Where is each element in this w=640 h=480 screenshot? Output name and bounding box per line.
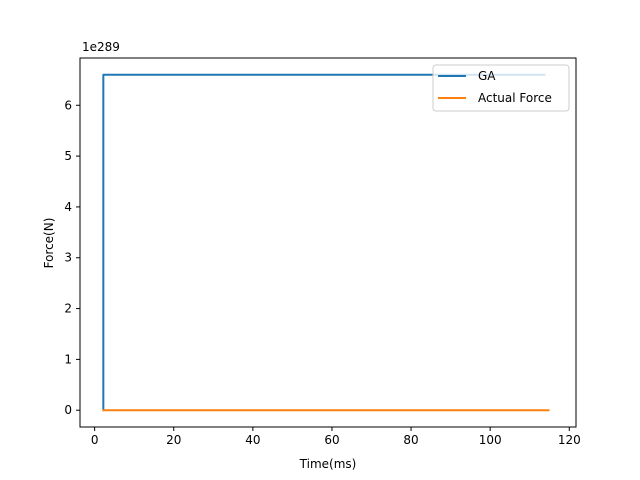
y-tick-label: 6	[64, 98, 72, 112]
x-tick-label: 0	[91, 433, 99, 447]
y-scale-label: 1e289	[82, 40, 120, 54]
x-tick-label: 40	[245, 433, 260, 447]
y-tick-label: 1	[64, 352, 72, 366]
plot-frame	[79, 57, 577, 428]
x-axis-label: Time(ms)	[299, 457, 357, 471]
x-tick-label: 20	[166, 433, 181, 447]
y-axis-label: Force(N)	[42, 218, 56, 269]
legend-box	[432, 64, 570, 112]
y-tick-label: 4	[64, 200, 72, 214]
series-layer	[102, 73, 550, 412]
x-tick-label: 100	[479, 433, 502, 447]
y-tick-label: 3	[64, 251, 72, 265]
y-tick-label: 0	[64, 403, 72, 417]
y-axis-ticks: 0 1 2 3 4 5 6	[64, 98, 80, 417]
y-tick-label: 2	[64, 302, 72, 316]
x-tick-label: 80	[403, 433, 418, 447]
legend-label-ga: GA	[478, 69, 496, 83]
legend-label-actual-force: Actual Force	[478, 91, 552, 105]
x-tick-label: 120	[558, 433, 581, 447]
y-tick-label: 5	[64, 149, 72, 163]
x-axis-ticks: 0 20 40 60 80 100 120	[91, 427, 581, 447]
legend: GA Actual Force	[432, 64, 570, 112]
x-tick-label: 60	[324, 433, 339, 447]
